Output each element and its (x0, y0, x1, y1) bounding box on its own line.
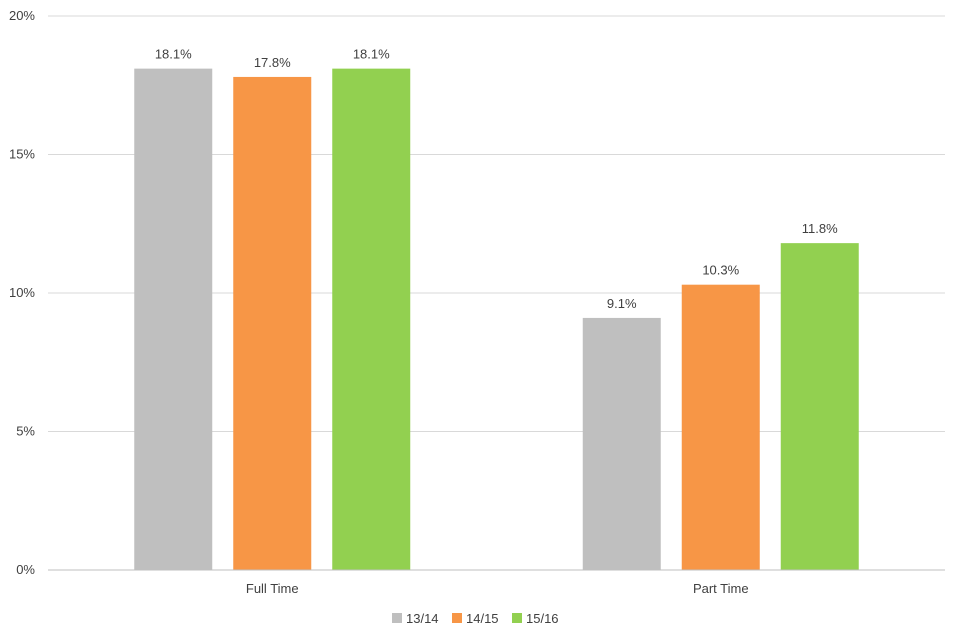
data-label: 9.1% (607, 296, 637, 311)
category-label: Full Time (246, 581, 299, 596)
data-label: 17.8% (254, 55, 291, 70)
axes: 0% 5% 10% 15% 20% Full Time Part Time (9, 8, 945, 596)
y-tick-label: 20% (9, 8, 35, 23)
y-tick-label: 0% (16, 562, 35, 577)
data-label: 18.1% (155, 47, 192, 62)
y-tick-label: 15% (9, 147, 35, 162)
legend: 13/14 14/15 15/16 (392, 611, 559, 626)
y-tick-label: 10% (9, 285, 35, 300)
category-label: Part Time (693, 581, 749, 596)
bar-15-16-full-time (332, 68, 411, 570)
y-tick-label: 5% (16, 424, 35, 439)
bars (134, 68, 859, 570)
bar-13-14-part-time (582, 317, 661, 570)
bar-14-15-full-time (233, 76, 312, 570)
legend-label: 13/14 (406, 611, 439, 626)
bar-13-14-full-time (134, 68, 213, 570)
bar-15-16-part-time (780, 243, 859, 570)
data-label: 10.3% (702, 263, 739, 278)
legend-swatch (452, 613, 462, 623)
legend-label: 14/15 (466, 611, 499, 626)
data-labels: 18.1% 17.8% 18.1% 9.1% 10.3% 11.8% (155, 47, 838, 311)
bar-14-15-part-time (681, 284, 760, 570)
data-label: 18.1% (353, 47, 390, 62)
legend-label: 15/16 (526, 611, 559, 626)
legend-swatch (392, 613, 402, 623)
data-label: 11.8% (802, 221, 838, 236)
legend-swatch (512, 613, 522, 623)
